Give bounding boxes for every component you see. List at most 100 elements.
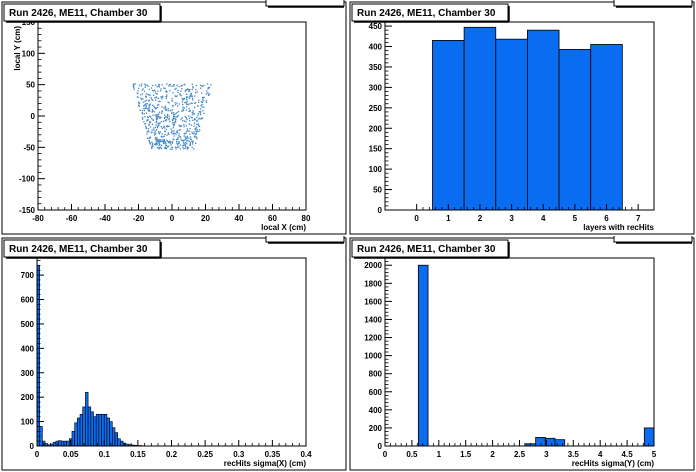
hit-point bbox=[191, 97, 194, 100]
hit-point bbox=[200, 84, 202, 87]
hit-point bbox=[164, 142, 167, 145]
hit-point bbox=[147, 119, 149, 121]
hit-point bbox=[149, 141, 151, 144]
hit-point bbox=[167, 113, 169, 116]
hit-point bbox=[188, 103, 190, 105]
hit-point bbox=[165, 120, 167, 122]
hit-point bbox=[182, 109, 184, 112]
hit-point bbox=[153, 111, 155, 113]
stats-box bbox=[265, 0, 345, 8]
hit-point bbox=[162, 141, 164, 143]
hit-point bbox=[151, 146, 153, 148]
hit-point bbox=[155, 114, 157, 116]
histogram-bar bbox=[432, 39, 465, 211]
hit-point bbox=[202, 97, 204, 99]
y-tick-label: 600 bbox=[21, 296, 35, 305]
hit-point bbox=[190, 93, 192, 95]
hit-point bbox=[151, 98, 153, 100]
hit-point bbox=[181, 84, 183, 87]
x-tick-label: 0.25 bbox=[197, 450, 213, 459]
title-box-frame bbox=[351, 239, 509, 258]
hit-point bbox=[138, 87, 140, 89]
hit-point bbox=[170, 85, 172, 87]
hit-point bbox=[155, 107, 157, 110]
histogram-bar bbox=[463, 26, 497, 211]
hit-point bbox=[197, 118, 200, 120]
histogram-bar bbox=[66, 440, 70, 447]
hit-point bbox=[207, 88, 209, 90]
y-tick-label: 100 bbox=[22, 49, 36, 58]
hit-point bbox=[139, 109, 141, 111]
hit-point bbox=[145, 107, 147, 110]
hit-point bbox=[167, 108, 169, 110]
hit-point bbox=[157, 90, 159, 92]
hit-point bbox=[149, 121, 152, 123]
hit-point bbox=[184, 101, 186, 104]
hit-point bbox=[153, 105, 155, 108]
hit-point bbox=[176, 142, 178, 144]
hit-point bbox=[160, 125, 163, 128]
hit-point bbox=[159, 117, 161, 119]
hit-point bbox=[184, 139, 186, 141]
hit-point bbox=[192, 113, 195, 115]
hit-point bbox=[151, 123, 154, 125]
hit-point bbox=[155, 133, 157, 135]
histogram-bar bbox=[558, 48, 592, 211]
histogram-bar bbox=[117, 438, 121, 447]
hit-point bbox=[183, 84, 185, 86]
hit-point bbox=[164, 130, 166, 132]
y-tick-label: 0 bbox=[31, 112, 36, 121]
hit-point bbox=[156, 143, 158, 146]
hit-point bbox=[195, 132, 197, 135]
hit-point bbox=[146, 84, 148, 86]
histogram-bar bbox=[643, 427, 655, 447]
hit-point bbox=[165, 128, 168, 131]
hit-point bbox=[175, 87, 177, 89]
hit-point bbox=[168, 125, 170, 127]
hit-point bbox=[143, 105, 145, 107]
hit-point bbox=[163, 142, 165, 144]
hit-point bbox=[182, 144, 184, 147]
histogram-bar bbox=[527, 29, 560, 211]
hit-point bbox=[163, 125, 165, 127]
hit-point bbox=[155, 136, 157, 138]
x-tick-label: 0.2 bbox=[166, 450, 178, 459]
hit-point bbox=[141, 110, 144, 112]
hit-point bbox=[178, 124, 180, 127]
y-tick-label: 1600 bbox=[364, 297, 382, 306]
hit-point bbox=[160, 147, 163, 150]
hit-point bbox=[189, 88, 191, 91]
hit-point bbox=[172, 112, 175, 114]
histogram-bar bbox=[120, 440, 124, 447]
hit-point bbox=[184, 143, 186, 146]
hit-point bbox=[177, 114, 179, 117]
hit-point bbox=[178, 146, 180, 148]
hit-point bbox=[185, 88, 187, 91]
hit-point bbox=[178, 129, 180, 131]
hit-point bbox=[176, 143, 179, 145]
hit-point bbox=[180, 125, 183, 127]
y-tick-label: 100 bbox=[21, 418, 35, 427]
hit-point bbox=[160, 140, 163, 143]
hit-point bbox=[166, 83, 168, 85]
y-axis: 0 100 200 300 400 500 600 700 bbox=[21, 260, 44, 451]
hit-point bbox=[165, 109, 167, 111]
hit-point bbox=[196, 130, 198, 132]
x-axis: 0 0.05 0.1 0.15 0.2 0.25 0.3 0.35 0.4 bbox=[35, 440, 312, 459]
chart-xy-scatter: -80-60-40-20020406080-150-100-5005010015… bbox=[1, 0, 347, 235]
hit-point bbox=[186, 130, 188, 133]
hit-point bbox=[196, 128, 198, 131]
x-tick-label: 2 bbox=[478, 214, 483, 223]
hit-point bbox=[174, 121, 176, 123]
hit-point bbox=[164, 133, 166, 136]
y-tick-label: 50 bbox=[373, 186, 382, 195]
hit-point bbox=[202, 98, 204, 101]
hit-point bbox=[177, 136, 179, 139]
hit-point bbox=[192, 110, 194, 112]
hit-point bbox=[159, 116, 161, 118]
hit-point bbox=[175, 133, 177, 135]
hit-point bbox=[148, 131, 150, 133]
hit-point bbox=[151, 143, 154, 145]
hit-point bbox=[173, 123, 176, 126]
hit-point bbox=[186, 100, 188, 103]
